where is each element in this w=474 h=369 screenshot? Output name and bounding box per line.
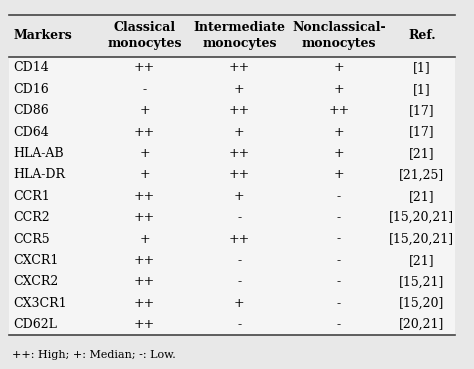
Text: +: + <box>234 297 245 310</box>
Text: ++: High; +: Median; -: Low.: ++: High; +: Median; -: Low. <box>12 350 175 360</box>
Text: HLA-DR: HLA-DR <box>13 168 65 182</box>
Text: +: + <box>334 83 344 96</box>
Bar <box>9 100 455 121</box>
Text: ++: ++ <box>134 297 155 310</box>
Text: Ref.: Ref. <box>408 30 436 42</box>
Text: -: - <box>337 318 341 331</box>
Text: -: - <box>337 275 341 289</box>
Text: -: - <box>337 297 341 310</box>
Text: +: + <box>139 104 150 117</box>
Bar <box>9 164 455 186</box>
Text: CXCR1: CXCR1 <box>13 254 59 267</box>
Text: -: - <box>337 211 341 224</box>
Bar <box>9 314 455 335</box>
Text: ++: ++ <box>134 125 155 139</box>
Bar <box>9 143 455 164</box>
Bar <box>9 79 455 100</box>
Bar <box>9 271 455 293</box>
Text: CD14: CD14 <box>13 61 49 75</box>
Text: ++: ++ <box>229 104 250 117</box>
Text: ++: ++ <box>229 147 250 160</box>
Text: ++: ++ <box>134 61 155 75</box>
Text: +: + <box>234 190 245 203</box>
Text: +: + <box>334 147 344 160</box>
Text: CX3CR1: CX3CR1 <box>13 297 67 310</box>
Text: CCR5: CCR5 <box>13 232 50 246</box>
Text: ++: ++ <box>134 190 155 203</box>
Text: CCR1: CCR1 <box>13 190 50 203</box>
Text: +: + <box>234 83 245 96</box>
Text: +: + <box>234 125 245 139</box>
Text: -: - <box>337 232 341 246</box>
Text: [21]: [21] <box>409 254 435 267</box>
Bar <box>9 228 455 250</box>
Text: Nonclassical-
monocytes: Nonclassical- monocytes <box>292 21 386 51</box>
Text: [15,21]: [15,21] <box>399 275 445 289</box>
Text: -: - <box>337 254 341 267</box>
Text: CD86: CD86 <box>13 104 49 117</box>
Text: [15,20,21]: [15,20,21] <box>389 211 455 224</box>
Text: CCR2: CCR2 <box>13 211 50 224</box>
Text: CD62L: CD62L <box>13 318 57 331</box>
Text: +: + <box>334 168 344 182</box>
Text: +: + <box>334 61 344 75</box>
Text: [17]: [17] <box>409 104 435 117</box>
Text: CD16: CD16 <box>13 83 49 96</box>
Text: CXCR2: CXCR2 <box>13 275 58 289</box>
Text: Intermediate
monocytes: Intermediate monocytes <box>193 21 285 51</box>
Text: [21,25]: [21,25] <box>399 168 445 182</box>
Text: +: + <box>139 147 150 160</box>
Text: ++: ++ <box>229 61 250 75</box>
Bar <box>9 15 455 57</box>
Text: [15,20,21]: [15,20,21] <box>389 232 455 246</box>
Text: ++: ++ <box>134 318 155 331</box>
Bar <box>9 121 455 143</box>
Text: CD64: CD64 <box>13 125 49 139</box>
Text: -: - <box>237 318 241 331</box>
Text: ++: ++ <box>229 168 250 182</box>
Text: +: + <box>139 168 150 182</box>
Text: Markers: Markers <box>13 30 72 42</box>
Text: -: - <box>237 254 241 267</box>
Text: [17]: [17] <box>409 125 435 139</box>
Text: ++: ++ <box>328 104 349 117</box>
Bar <box>9 57 455 79</box>
Text: [15,20]: [15,20] <box>399 297 445 310</box>
Text: HLA-AB: HLA-AB <box>13 147 64 160</box>
Text: -: - <box>143 83 146 96</box>
Text: [20,21]: [20,21] <box>399 318 445 331</box>
Text: [21]: [21] <box>409 147 435 160</box>
Bar <box>9 250 455 271</box>
Text: ++: ++ <box>229 232 250 246</box>
Text: ++: ++ <box>134 275 155 289</box>
Bar <box>9 186 455 207</box>
Text: -: - <box>237 211 241 224</box>
Text: -: - <box>237 275 241 289</box>
Text: +: + <box>334 125 344 139</box>
Text: -: - <box>337 190 341 203</box>
Text: Classical
monocytes: Classical monocytes <box>107 21 182 51</box>
Text: ++: ++ <box>134 254 155 267</box>
Text: [21]: [21] <box>409 190 435 203</box>
Bar <box>9 207 455 228</box>
Text: [1]: [1] <box>413 61 431 75</box>
Text: [1]: [1] <box>413 83 431 96</box>
Text: ++: ++ <box>134 211 155 224</box>
Text: +: + <box>139 232 150 246</box>
Bar <box>9 293 455 314</box>
